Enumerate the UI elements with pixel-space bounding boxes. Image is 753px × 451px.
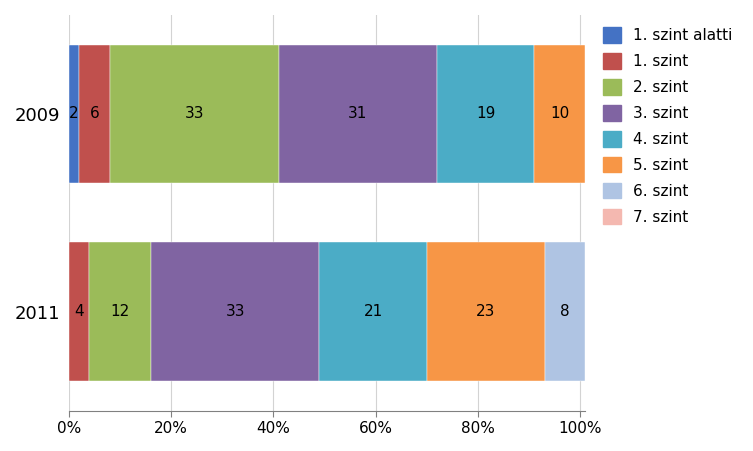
Bar: [427, 243, 544, 381]
Text: 31: 31: [348, 106, 367, 121]
Text: 19: 19: [476, 106, 495, 121]
Text: 10: 10: [550, 106, 569, 121]
Bar: [544, 243, 585, 381]
Bar: [79, 45, 110, 183]
Bar: [151, 243, 319, 381]
Text: 4: 4: [75, 304, 84, 319]
Bar: [90, 243, 151, 381]
Text: 6: 6: [90, 106, 99, 121]
Bar: [535, 45, 585, 183]
Text: 8: 8: [560, 304, 570, 319]
Bar: [437, 45, 535, 183]
Bar: [69, 243, 90, 381]
Legend: 1. szint alatti, 1. szint, 2. szint, 3. szint, 4. szint, 5. szint, 6. szint, 7. : 1. szint alatti, 1. szint, 2. szint, 3. …: [598, 23, 737, 229]
Text: 33: 33: [225, 304, 245, 319]
Bar: [110, 45, 279, 183]
Text: 12: 12: [111, 304, 130, 319]
Text: 23: 23: [476, 304, 495, 319]
Text: 2: 2: [69, 106, 79, 121]
Text: 33: 33: [184, 106, 204, 121]
Bar: [69, 45, 79, 183]
Text: 21: 21: [364, 304, 383, 319]
Bar: [319, 243, 427, 381]
Bar: [279, 45, 437, 183]
